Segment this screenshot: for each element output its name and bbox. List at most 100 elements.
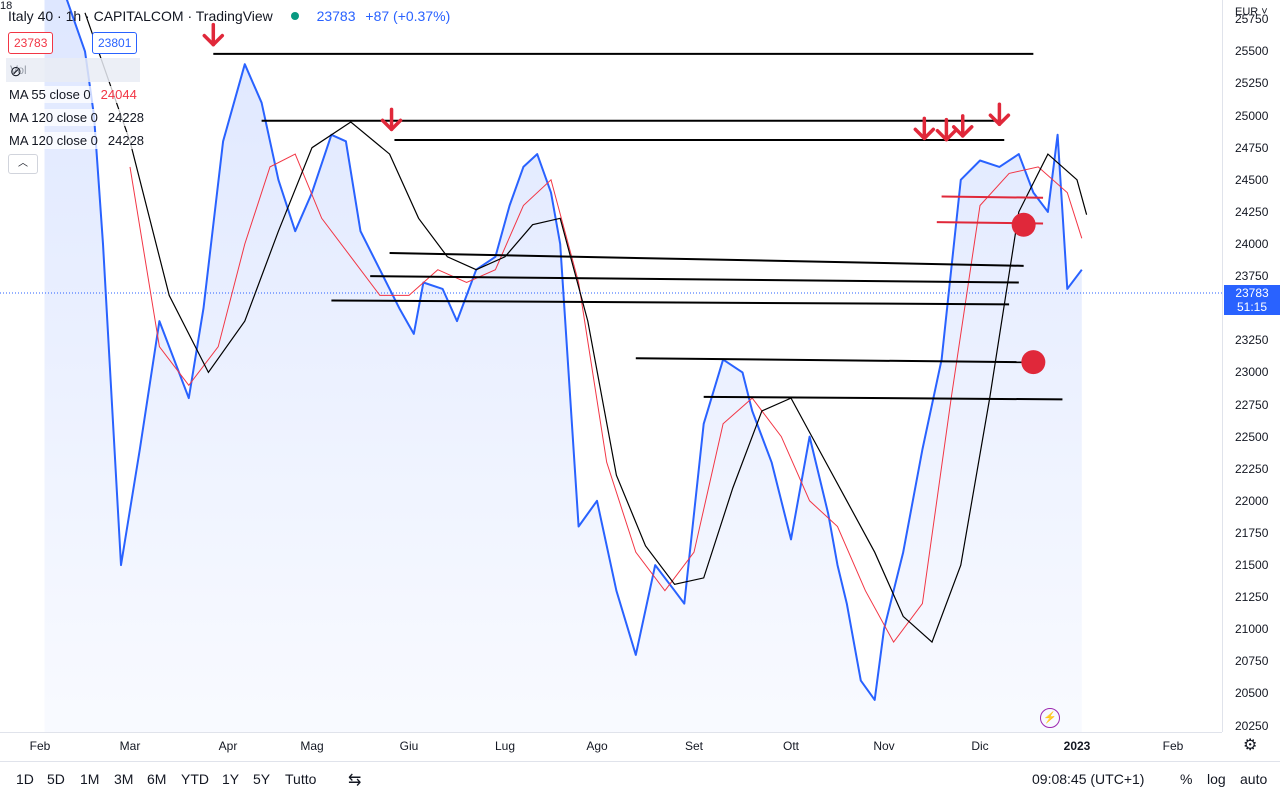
- indicator-value: 24228: [107, 133, 145, 148]
- target-dot[interactable]: [1011, 212, 1036, 237]
- chevron-up-icon: ︿: [18, 158, 28, 169]
- price-tick-label: 23000: [1235, 365, 1269, 380]
- price-tick-label: 22250: [1235, 461, 1269, 476]
- series-price-line: [65, 0, 1083, 701]
- time-tick-label: Set: [684, 739, 704, 753]
- time-tick-label: Giu: [399, 739, 419, 753]
- price-tick-label: 22750: [1235, 397, 1269, 412]
- arrow-down-icon[interactable]: [913, 116, 936, 141]
- time-tick-label: Mar: [119, 739, 141, 753]
- current-price-tag: 23783 51:15: [1224, 285, 1280, 315]
- price-tick-label: 22500: [1235, 429, 1269, 444]
- indicator-value: 24044: [100, 87, 137, 102]
- price-tick-label: 24000: [1235, 237, 1269, 251]
- indicator-label: MA 120 close 0: [9, 133, 98, 148]
- price-tick-label: 24750: [1235, 140, 1269, 155]
- price-tick-label: 25750: [1235, 12, 1269, 27]
- price-tick-label: 23750: [1235, 269, 1269, 284]
- indicator-legend-ma120[interactable]: MA 120 close 0 24228: [6, 109, 148, 126]
- price-axis[interactable]: EUR ˅ 20250 20500 20750 21000 21250 21500 2175…: [1222, 0, 1280, 733]
- range-button[interactable]: 1D: [16, 771, 34, 787]
- time-tick-label: Ago: [586, 739, 608, 753]
- trend-line[interactable]: [635, 357, 1024, 364]
- range-button[interactable]: 6M: [147, 771, 167, 787]
- price-tick-label: 20500: [1235, 686, 1269, 701]
- spread-value: 18: [0, 0, 13, 12]
- current-price-label: 23783: [1235, 286, 1269, 300]
- time-tick-label: Dic: [971, 739, 989, 753]
- sell-price-button[interactable]: 23783: [8, 32, 54, 54]
- eye-slash-icon[interactable]: ⊘: [10, 63, 22, 79]
- market-open-icon: [290, 12, 299, 20]
- price-tick-label: 21500: [1235, 558, 1269, 573]
- series-ma55-line: [129, 153, 1083, 644]
- indicator-value: 24228: [107, 110, 145, 125]
- indicator-legend-ma120-b[interactable]: MA 120 close 0 24228: [6, 132, 148, 149]
- range-button[interactable]: 5D: [47, 771, 65, 787]
- price-tick-label: 24250: [1235, 204, 1269, 219]
- series-ma120-line: [84, 12, 1088, 644]
- price-tick-label: 21250: [1235, 590, 1269, 605]
- trend-line[interactable]: [370, 275, 1019, 284]
- price-tick-label: 20250: [1235, 718, 1269, 733]
- price-tick-label: 20750: [1235, 654, 1269, 669]
- last-price: 23783: [316, 8, 356, 24]
- price-tick-label: 22000: [1235, 493, 1269, 508]
- lightning-icon[interactable]: ⚡: [1040, 708, 1060, 728]
- time-tick-label: Mag: [300, 739, 324, 753]
- price-area: [44, 0, 1082, 732]
- price-tick-label: 23250: [1235, 333, 1269, 348]
- time-tick-label: 2023: [1063, 739, 1091, 753]
- arrow-down-icon[interactable]: [380, 107, 403, 132]
- range-button[interactable]: 3M: [114, 771, 134, 787]
- arrow-down-icon[interactable]: [202, 22, 225, 47]
- price-tick-label: 25000: [1235, 108, 1269, 123]
- currency-label: EUR: [1235, 6, 1259, 18]
- auto-toggle[interactable]: auto: [1240, 771, 1268, 787]
- trend-line[interactable]: [389, 251, 1024, 267]
- price-tick-label: 25500: [1235, 44, 1269, 59]
- time-tick-label: Feb: [29, 739, 51, 753]
- price-chart[interactable]: [0, 0, 1222, 732]
- bottom-toolbar: 1D 5D 1M 3M 6M YTD 1Y 5Y Tutto ⇆ 09:08:45 (UTC+1…: [0, 761, 1280, 801]
- price-tick-label: 24500: [1235, 172, 1269, 187]
- indicator-legend-ma55[interactable]: MA 55 close 0 24044: [6, 86, 140, 103]
- range-button[interactable]: 1Y: [222, 771, 240, 787]
- trend-line[interactable]: [703, 395, 1063, 401]
- indicator-label: MA 120 close 0: [9, 110, 98, 125]
- log-toggle[interactable]: log: [1207, 771, 1226, 787]
- arrow-down-icon[interactable]: [935, 117, 958, 142]
- arrow-down-icon[interactable]: [988, 102, 1011, 127]
- range-button[interactable]: YTD: [181, 771, 209, 787]
- range-button[interactable]: 1M: [80, 771, 100, 787]
- price-change: +87 (+0.37%): [365, 8, 451, 24]
- volume-legend[interactable]: Vol ⊘: [6, 58, 140, 82]
- percent-toggle[interactable]: %: [1180, 771, 1193, 787]
- clock-display[interactable]: 09:08:45 (UTC+1): [1032, 771, 1145, 787]
- time-tick-label: Lug: [494, 739, 516, 753]
- date-range-icon[interactable]: ⇆: [348, 772, 362, 789]
- chart-header: Italy 40 · 1h · CAPITALCOM · TradingView…: [8, 8, 450, 24]
- trend-line[interactable]: [331, 299, 1010, 306]
- time-tick-label: Feb: [1162, 739, 1184, 753]
- volume-label: Vol: [10, 63, 27, 77]
- time-tick-label: Apr: [218, 739, 238, 753]
- time-axis[interactable]: Feb Mar Apr Mag Giu Lug Ago Set Ott Nov Dic 2023 Feb: [0, 732, 1222, 761]
- range-button[interactable]: 5Y: [253, 771, 271, 787]
- red-level-line[interactable]: [941, 195, 1044, 199]
- time-tick-label: Nov: [873, 739, 895, 753]
- range-button[interactable]: Tutto: [285, 771, 317, 787]
- indicator-label: MA 55 close 0: [9, 87, 91, 102]
- collapse-legend-button[interactable]: ︿: [8, 154, 38, 174]
- arrow-down-icon[interactable]: [951, 114, 974, 138]
- time-tick-label: Ott: [782, 739, 800, 753]
- buy-price-button[interactable]: 23801: [92, 32, 138, 54]
- bar-countdown: 51:15: [1236, 300, 1268, 314]
- price-tick-label: 21000: [1235, 622, 1269, 637]
- symbol-title[interactable]: Italy 40 · 1h · CAPITALCOM · TradingView: [8, 8, 273, 24]
- target-dot[interactable]: [1021, 350, 1046, 375]
- price-tick-label: 21750: [1235, 525, 1269, 540]
- price-tick-label: 25250: [1235, 76, 1269, 91]
- currency-selector[interactable]: EUR ˅: [1235, 6, 1268, 18]
- settings-gear-icon[interactable]: ⚙: [1243, 737, 1258, 754]
